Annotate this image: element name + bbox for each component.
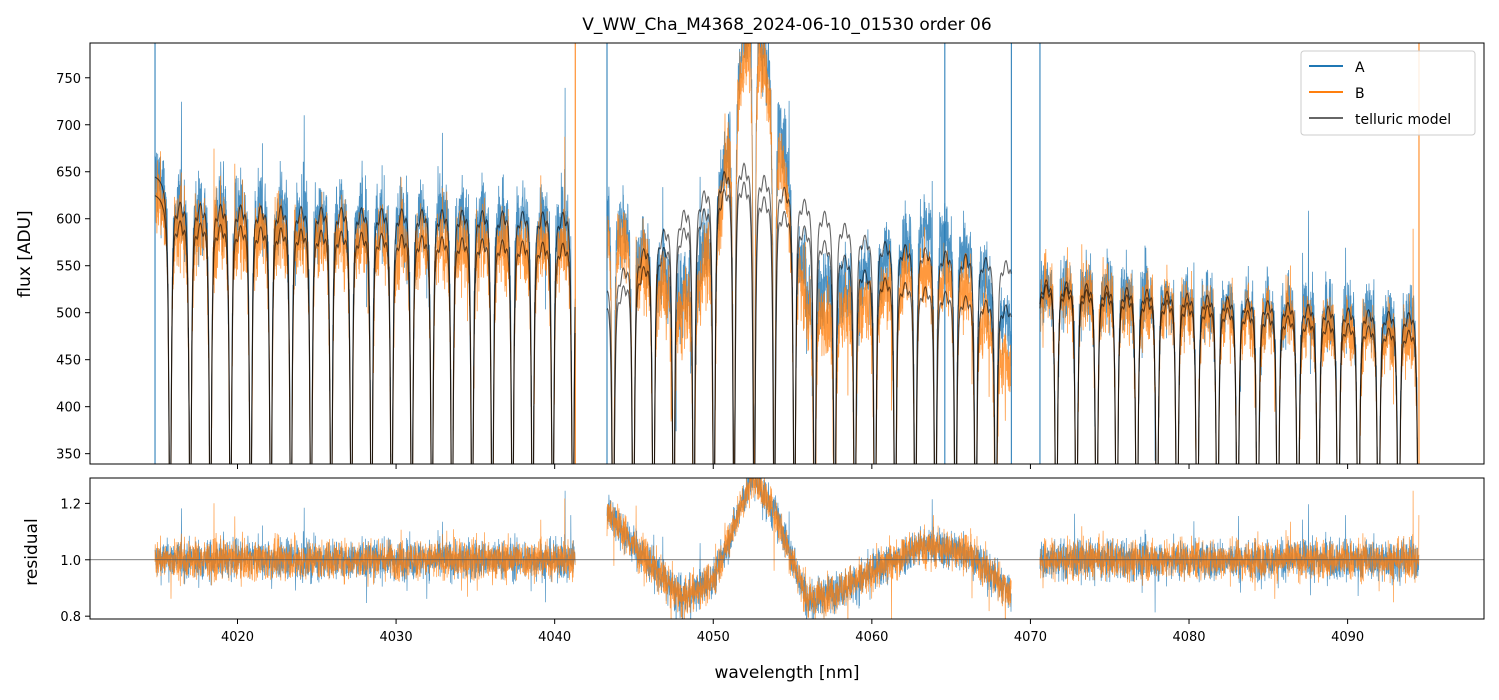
- xtick-label: 4050: [697, 630, 730, 645]
- flux-ytick-label: 550: [56, 260, 81, 275]
- flux-ytick-label: 650: [56, 166, 81, 181]
- flux-axes-frame: [89, 42, 1485, 465]
- flux-ytick-label: 450: [56, 354, 81, 369]
- xtick-label: 4090: [1331, 630, 1364, 645]
- flux-plot: [154, 43, 1420, 464]
- wavelength-xlabel: wavelength [nm]: [714, 663, 859, 683]
- legend-label-telluric: telluric model: [1355, 112, 1451, 128]
- flux-ytick-label: 350: [56, 448, 81, 463]
- xtick-label: 4070: [1014, 630, 1047, 645]
- series-b-residual: [154, 478, 1420, 619]
- xtick-label: 4030: [380, 630, 413, 645]
- flux-ytick-label: 400: [56, 401, 81, 416]
- residual-ylabel: residual: [22, 518, 42, 585]
- legend-label-a: A: [1355, 60, 1365, 76]
- flux-ytick-label: 600: [56, 213, 81, 228]
- xtick-label: 4040: [538, 630, 571, 645]
- xtick-label: 4080: [1172, 630, 1205, 645]
- legend-label-b: B: [1355, 86, 1365, 102]
- flux-ylabel: flux [ADU]: [15, 210, 35, 297]
- xtick-label: 4060: [855, 630, 888, 645]
- telluric-model-b: [154, 181, 1418, 464]
- residual-plot: [90, 478, 1484, 619]
- residual-ytick-label: 1.2: [60, 497, 81, 512]
- residual-axes-frame: [89, 477, 1485, 620]
- residual-ytick-label: 0.8: [60, 610, 81, 625]
- flux-ytick-label: 500: [56, 307, 81, 322]
- flux-ytick-label: 700: [56, 119, 81, 134]
- chart-title: V_WW_Cha_M4368_2024-06-10_01530 order 06: [582, 15, 991, 35]
- residual-ytick-label: 1.0: [60, 554, 81, 569]
- flux-ytick-label: 750: [56, 72, 81, 87]
- xtick-label: 4020: [221, 630, 254, 645]
- legend: A B telluric model: [1300, 50, 1476, 136]
